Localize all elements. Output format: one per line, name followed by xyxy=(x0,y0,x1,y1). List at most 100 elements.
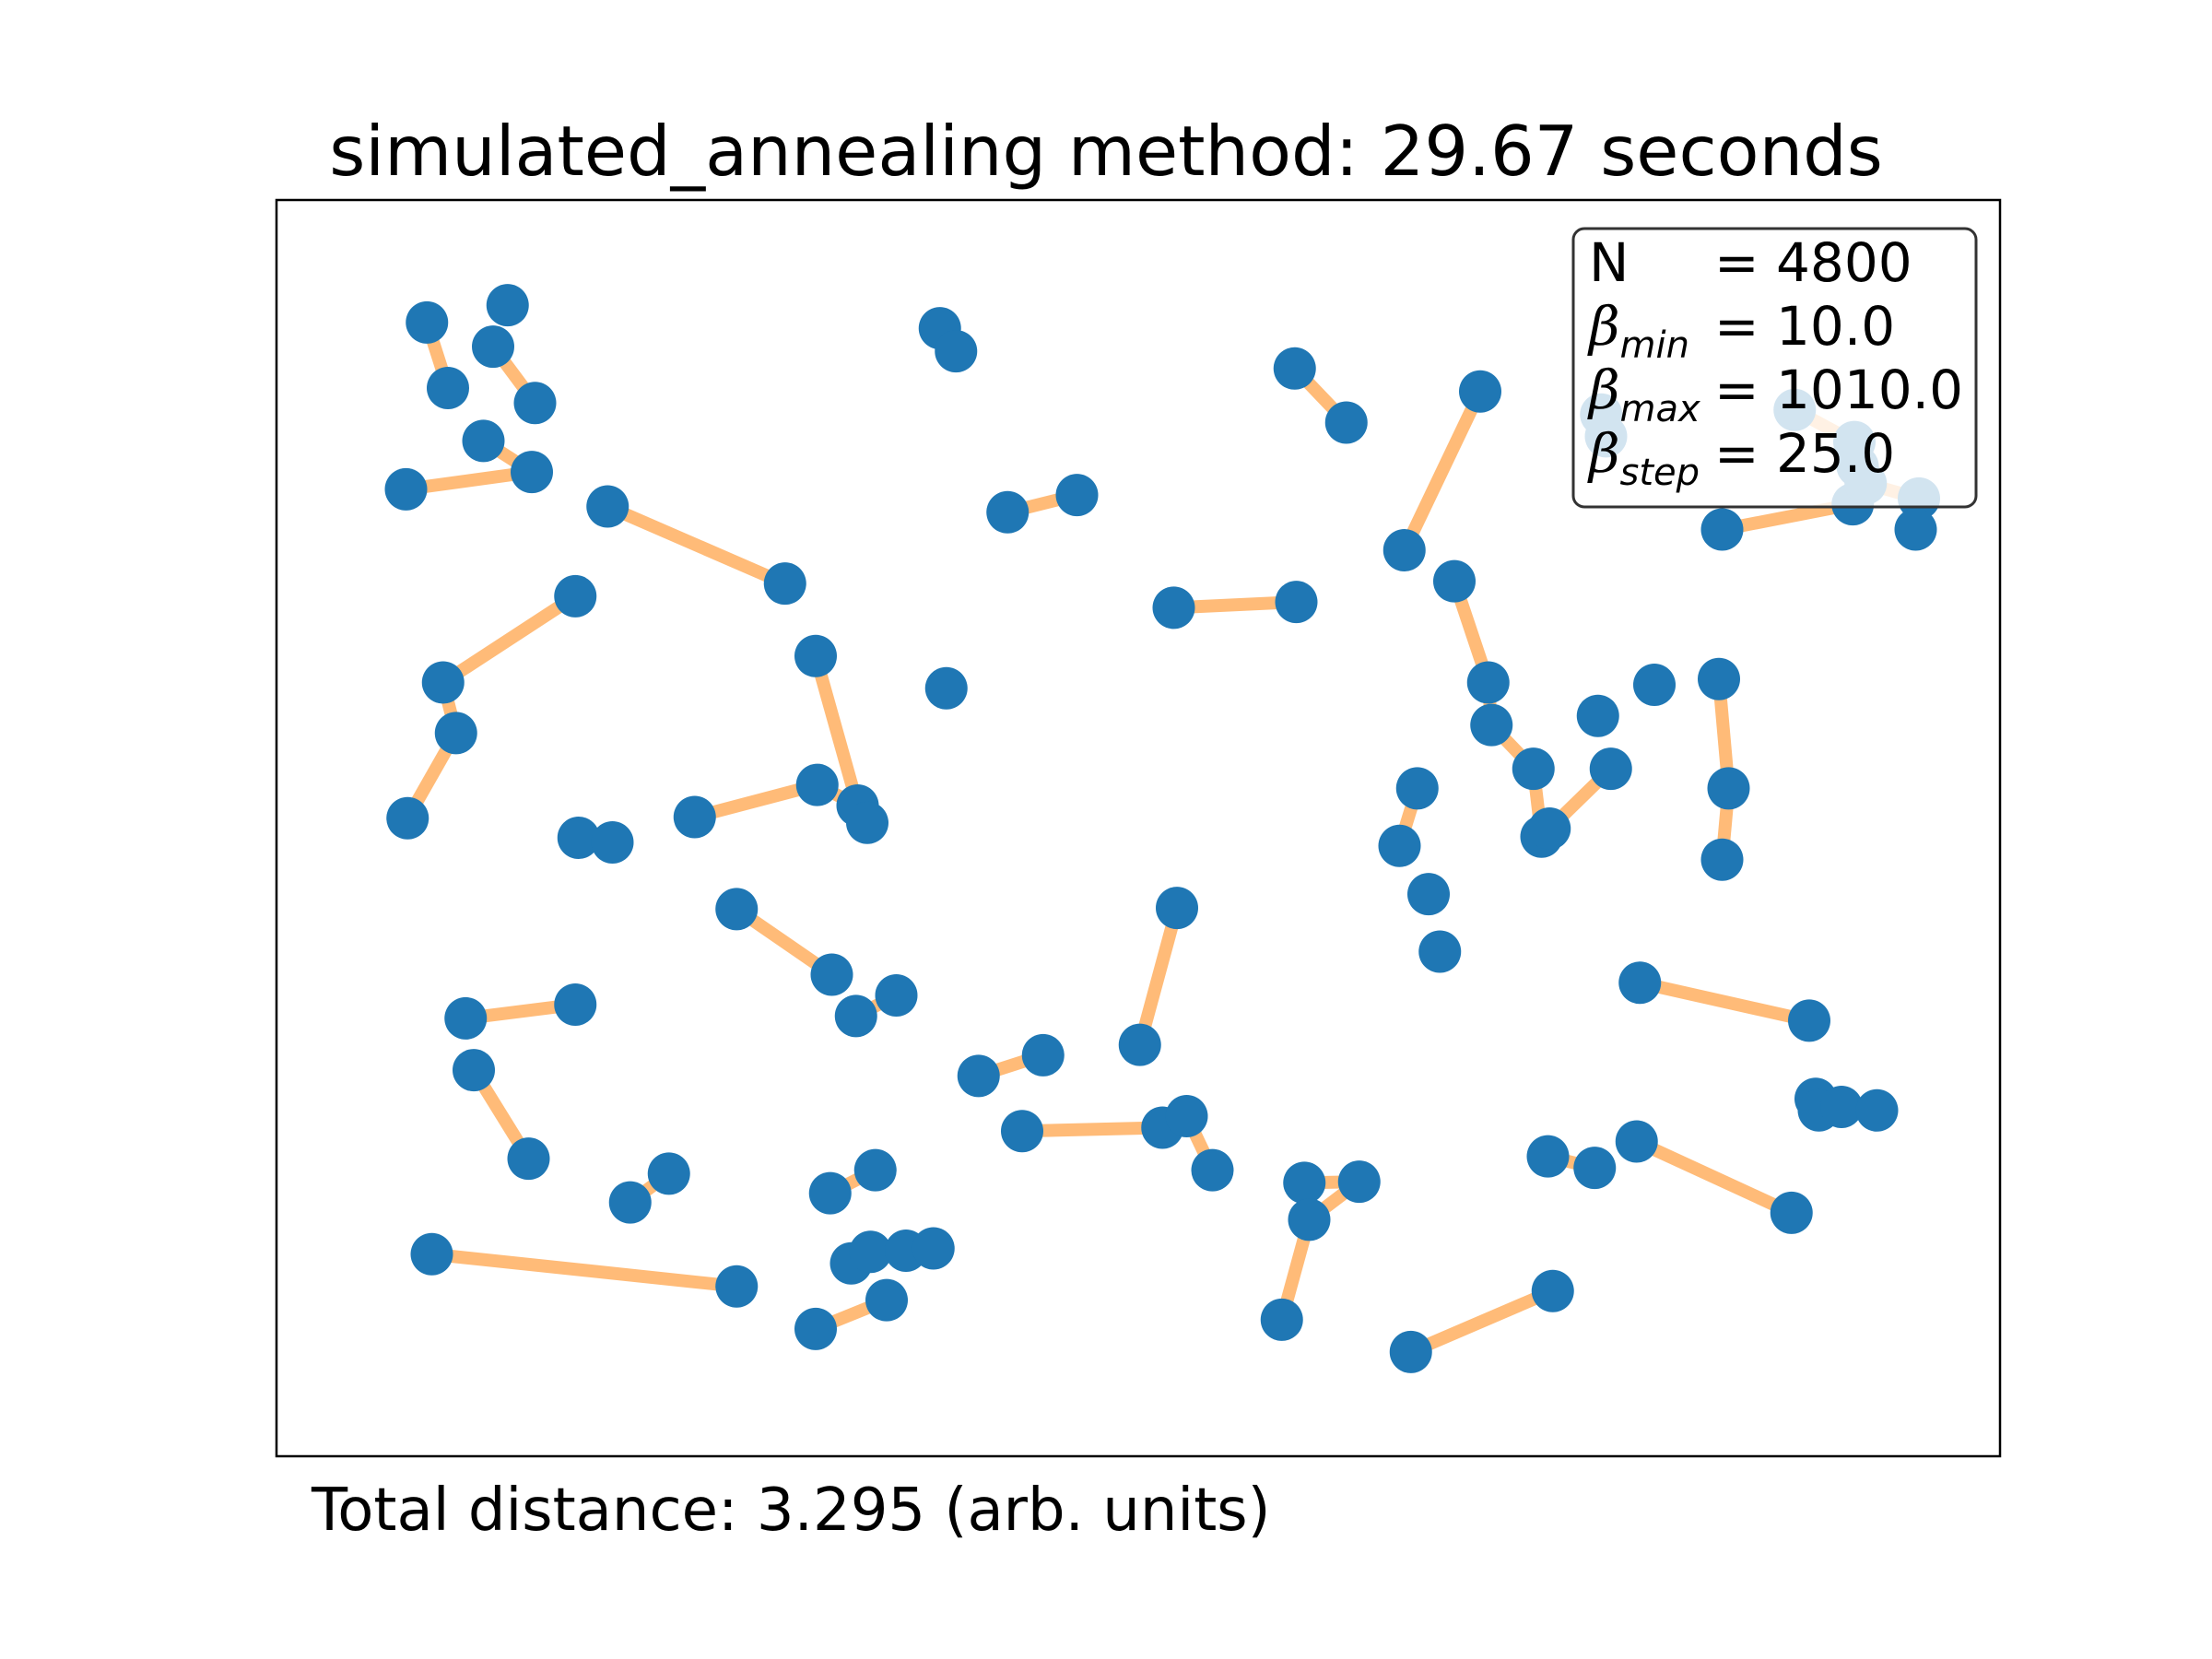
city-point xyxy=(810,953,853,996)
city-point xyxy=(1707,767,1750,810)
legend-row-label: βmin xyxy=(1587,295,1689,367)
city-point xyxy=(1055,474,1099,517)
city-point xyxy=(1698,657,1740,700)
city-point xyxy=(384,467,428,511)
city-point xyxy=(1001,1110,1043,1153)
city-point xyxy=(1589,747,1632,791)
tour-edge xyxy=(439,591,580,688)
city-point xyxy=(1337,1160,1381,1204)
tour-edge xyxy=(1133,906,1183,1047)
city-point xyxy=(472,325,514,369)
city-point xyxy=(1395,767,1439,810)
city-point xyxy=(1820,1086,1863,1129)
city-point xyxy=(1275,581,1318,624)
city-point xyxy=(444,996,488,1040)
city-point xyxy=(834,994,877,1038)
city-point xyxy=(1382,528,1426,571)
city-point xyxy=(935,330,978,373)
city-point xyxy=(647,1152,690,1195)
city-point xyxy=(591,820,634,864)
city-point xyxy=(1531,1269,1574,1312)
city-point xyxy=(1615,1120,1658,1163)
city-point xyxy=(486,284,529,327)
city-point xyxy=(511,451,553,494)
city-point xyxy=(386,796,429,840)
legend-row-value: = 1010.0 xyxy=(1714,359,1963,421)
city-point xyxy=(1288,1198,1331,1241)
city-point xyxy=(794,634,837,677)
city-point xyxy=(795,763,839,806)
city-point xyxy=(1260,1298,1303,1341)
city-point xyxy=(1576,694,1619,737)
city-point xyxy=(846,801,888,844)
city-point xyxy=(410,1232,453,1276)
city-point xyxy=(1700,838,1744,881)
city-point xyxy=(875,973,918,1017)
city-point xyxy=(1470,703,1513,747)
city-point xyxy=(1466,661,1510,704)
city-point xyxy=(1407,873,1450,916)
legend-row-value: = 10.0 xyxy=(1714,295,1895,358)
city-point xyxy=(1021,1033,1065,1077)
city-point xyxy=(586,485,629,528)
city-point xyxy=(554,982,597,1026)
city-point xyxy=(853,1148,897,1192)
legend-row-label: βmax xyxy=(1587,359,1700,430)
total-distance-label: Total distance: 3.295 (arb. units) xyxy=(311,1477,1271,1545)
city-point xyxy=(1283,1161,1326,1205)
city-point xyxy=(1165,1095,1208,1137)
city-point xyxy=(1156,887,1198,930)
city-point xyxy=(1788,999,1830,1042)
city-point xyxy=(1512,747,1555,791)
city-point xyxy=(673,795,716,839)
city-point xyxy=(1418,930,1462,973)
tour-edge xyxy=(1721,498,1854,536)
city-point xyxy=(427,367,469,410)
city-point xyxy=(507,1137,550,1181)
city-point xyxy=(1118,1023,1161,1066)
legend-row-value: = 25.0 xyxy=(1714,422,1895,485)
tour-edge xyxy=(605,500,788,590)
city-point xyxy=(1273,347,1316,390)
city-point xyxy=(1526,1135,1570,1178)
legend-row-label: N xyxy=(1589,231,1629,294)
city-point xyxy=(1528,807,1571,850)
chart-title: simulated_annealing method: 29.67 second… xyxy=(329,111,1883,192)
city-point xyxy=(1894,508,1937,551)
tour-edge xyxy=(809,653,865,807)
tour-edge xyxy=(1407,1285,1556,1359)
tour-edge xyxy=(1021,1121,1163,1138)
city-point xyxy=(763,562,806,606)
city-point xyxy=(1324,401,1368,444)
city-point xyxy=(808,1171,852,1215)
city-point xyxy=(1700,508,1744,551)
city-point xyxy=(957,1054,1000,1098)
city-point xyxy=(554,574,597,618)
city-point xyxy=(986,490,1030,534)
city-point xyxy=(1573,1147,1617,1190)
city-point xyxy=(1633,664,1676,706)
city-point xyxy=(1855,1088,1899,1132)
legend-row-value: = 4800 xyxy=(1714,231,1912,294)
city-point xyxy=(794,1307,837,1350)
city-point xyxy=(1433,559,1476,603)
tour-edge xyxy=(1633,1135,1794,1219)
legend-row-label: βstep xyxy=(1587,422,1700,494)
tour-edge xyxy=(1638,976,1811,1028)
city-point xyxy=(924,666,968,710)
city-point xyxy=(1191,1148,1234,1192)
legend-box xyxy=(1571,227,1978,509)
city-point xyxy=(865,1278,908,1322)
city-point xyxy=(715,888,759,931)
tour-edge xyxy=(1398,388,1487,554)
city-point xyxy=(849,1230,892,1274)
city-point xyxy=(608,1181,652,1224)
city-point xyxy=(513,382,557,425)
city-point xyxy=(1389,1330,1432,1373)
city-point xyxy=(406,300,449,344)
city-point xyxy=(453,1049,495,1092)
city-point xyxy=(557,816,600,859)
city-point xyxy=(421,661,465,704)
